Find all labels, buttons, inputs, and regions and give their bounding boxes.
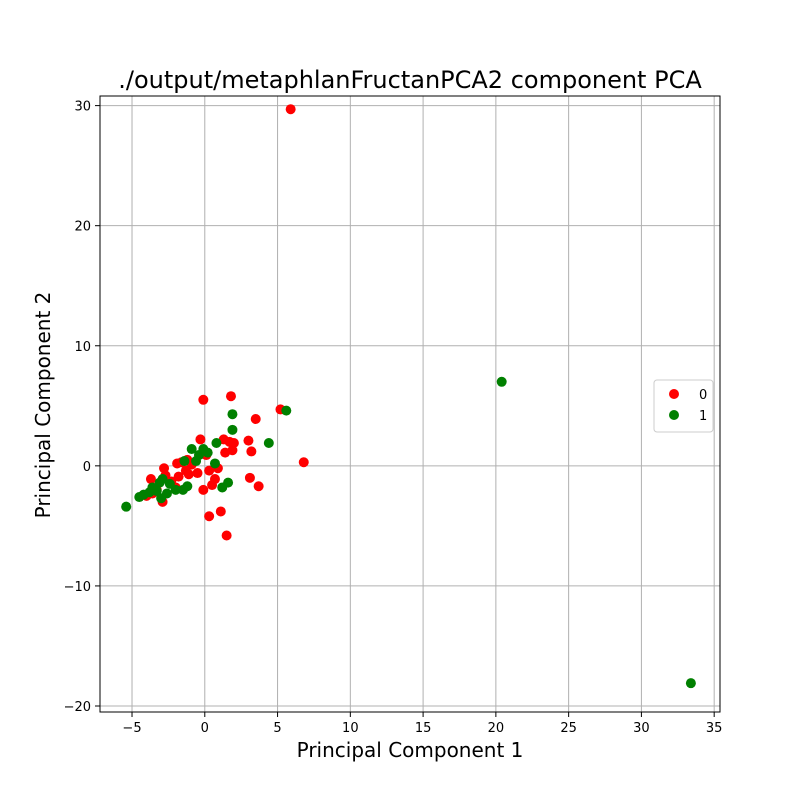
point-series-1 [211,438,222,449]
point-series-0 [159,463,170,474]
point-series-0 [204,511,215,522]
x-tick-label: 15 [415,721,432,736]
chart-title: ./output/metaphlanFructanPCA2 component … [118,66,702,94]
point-series-0 [198,484,209,495]
legend-label-1: 1 [699,409,707,424]
y-tick-label: 10 [74,340,91,355]
point-series-0 [215,506,226,517]
x-tick-label: 25 [560,721,577,736]
point-series-0 [244,472,255,483]
point-series-0 [253,481,264,492]
y-axis-label: Principal Component 2 [31,292,55,519]
point-series-1 [186,444,197,455]
x-tick-label: 30 [633,721,650,736]
point-series-1 [223,477,234,488]
point-series-1 [263,438,274,449]
legend-marker-0 [669,389,679,399]
point-series-1 [121,501,132,512]
y-tick-label: 30 [74,100,91,115]
point-series-1 [281,405,292,416]
grid [100,96,720,712]
x-tick-label: 0 [201,721,209,736]
x-tick-label: 20 [488,721,505,736]
point-series-0 [246,446,257,457]
legend: 01 [653,379,714,433]
point-series-0 [145,474,156,485]
point-series-0 [285,104,296,115]
point-series-0 [250,414,261,425]
legend-box [653,379,714,433]
point-series-1 [209,458,220,469]
point-series-0 [243,435,254,446]
y-tick-label: −10 [64,580,91,595]
x-axis-label: Principal Component 1 [297,738,524,762]
point-series-0 [298,457,309,468]
legend-label-0: 0 [699,388,707,403]
point-series-1 [177,484,188,495]
point-series-0 [198,394,209,405]
point-series-0 [209,474,220,485]
y-tick-label: 20 [74,220,91,235]
point-series-0 [192,468,203,479]
point-series-1 [685,678,696,689]
point-series-1 [164,478,175,489]
plot-frame [99,95,721,713]
point-series-0 [225,391,236,402]
point-series-0 [220,447,231,458]
x-tick-label: −5 [122,721,141,736]
x-tick-label: 35 [706,721,723,736]
y-tick-label: −20 [64,700,91,715]
point-series-1 [227,424,238,435]
point-series-0 [204,465,215,476]
point-series-1 [154,477,165,488]
point-series-0 [221,530,232,541]
y-tick-label: 0 [83,460,91,475]
point-series-1 [134,492,145,503]
point-series-0 [195,434,206,445]
x-tick-label: 10 [342,721,359,736]
point-series-1 [156,493,167,504]
data-points [121,104,696,689]
point-series-1 [179,456,190,467]
x-tick-label: 5 [273,721,281,736]
point-series-1 [227,409,238,420]
legend-marker-1 [669,410,679,420]
point-series-0 [173,471,184,482]
point-series-0 [183,469,194,480]
point-series-1 [496,376,507,387]
point-series-1 [191,456,202,467]
